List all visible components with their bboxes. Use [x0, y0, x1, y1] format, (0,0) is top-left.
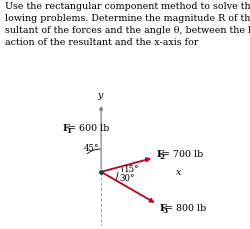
Text: F: F — [63, 124, 70, 133]
Text: = 600 lb: = 600 lb — [68, 124, 109, 133]
Text: 3: 3 — [162, 206, 168, 214]
Text: F: F — [159, 203, 166, 212]
Text: 30°: 30° — [119, 173, 134, 182]
Text: = 700 lb: = 700 lb — [161, 150, 202, 159]
Text: 1: 1 — [66, 126, 71, 134]
Text: 2: 2 — [159, 153, 164, 160]
Text: 45°: 45° — [83, 144, 98, 153]
Text: 15°: 15° — [124, 165, 140, 174]
Text: y: y — [97, 90, 102, 99]
Text: x: x — [175, 168, 180, 177]
Text: Use the rectangular component method to solve the fol-
lowing problems. Determin: Use the rectangular component method to … — [5, 2, 250, 46]
Text: = 800 lb: = 800 lb — [164, 203, 205, 212]
Text: F: F — [156, 150, 163, 159]
